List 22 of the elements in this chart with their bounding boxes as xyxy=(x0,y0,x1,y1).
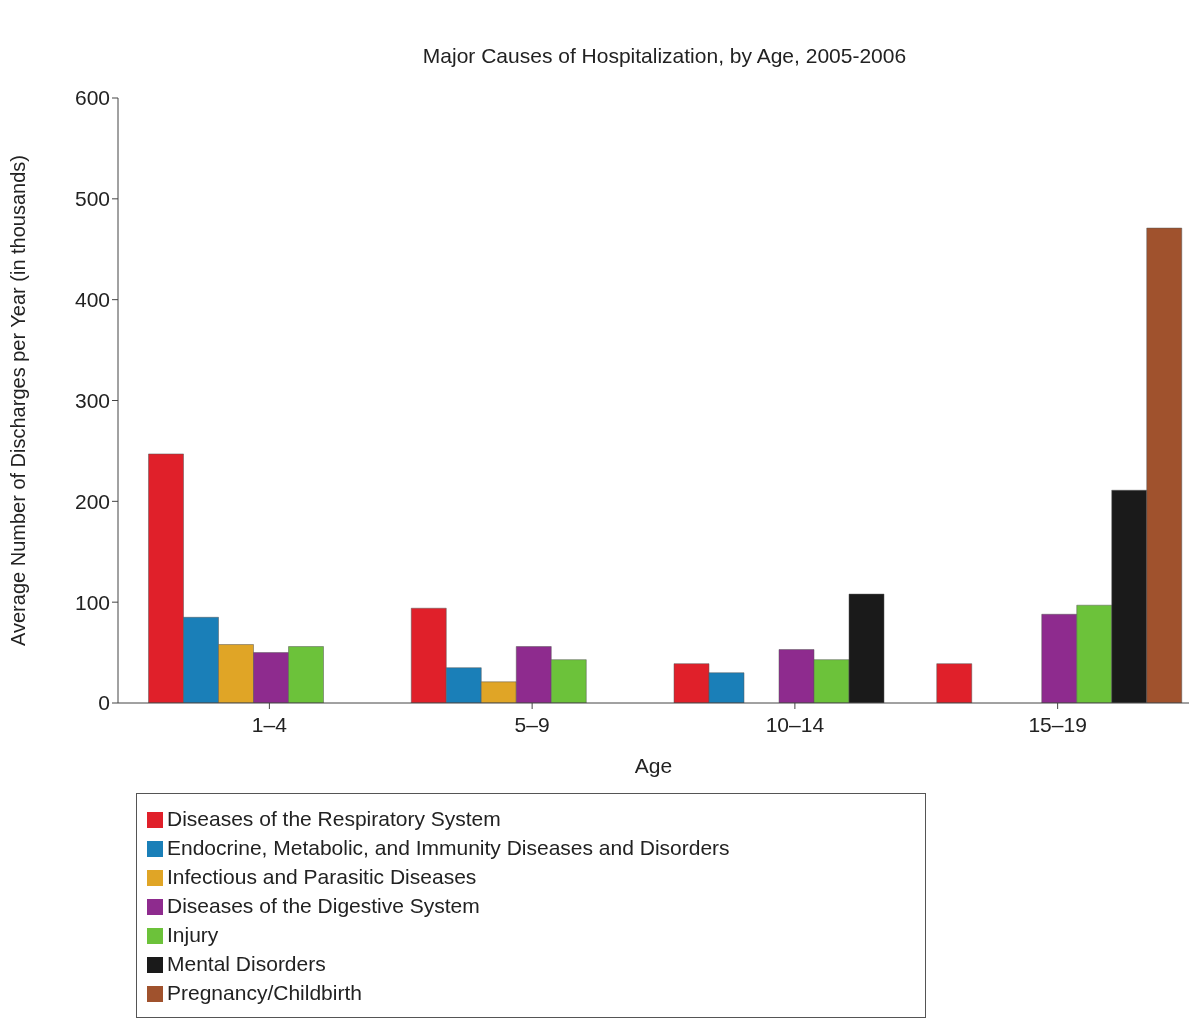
legend-label: Diseases of the Respiratory System xyxy=(167,807,501,830)
y-tick-label: 600 xyxy=(74,86,110,110)
legend-label: Pregnancy/Childbirth xyxy=(167,981,362,1004)
x-tick-label: 5–9 xyxy=(514,712,550,736)
y-tick-label: 200 xyxy=(74,489,110,513)
x-axis-title: Age xyxy=(634,754,673,777)
x-tick-label: 15–19 xyxy=(1028,712,1087,736)
x-tick-label: 10–14 xyxy=(765,712,825,736)
y-axis-title: Average Number of Discharges per Year (in thousands) xyxy=(7,154,30,647)
x-tick-label: 1–4 xyxy=(251,712,288,736)
y-tick-label: 0 xyxy=(98,691,110,715)
chart-title: Major Causes of Hospitalization, by Age, 2005-2006 xyxy=(421,44,908,68)
y-tick-label: 100 xyxy=(74,590,110,614)
y-tick-label: 300 xyxy=(74,388,110,412)
legend-label: Injury xyxy=(167,923,219,946)
legend-label: Infectious and Parasitic Diseases xyxy=(167,865,477,888)
legend-label: Mental Disorders xyxy=(167,952,326,975)
bar xyxy=(936,663,973,703)
y-tick-label: 400 xyxy=(74,288,110,312)
legend-label: Diseases of the Digestive System xyxy=(167,894,480,917)
y-tick-label: 500 xyxy=(74,187,110,211)
legend-label: Endocrine, Metabolic, and Immunity Diseases and Disorders xyxy=(167,836,730,859)
